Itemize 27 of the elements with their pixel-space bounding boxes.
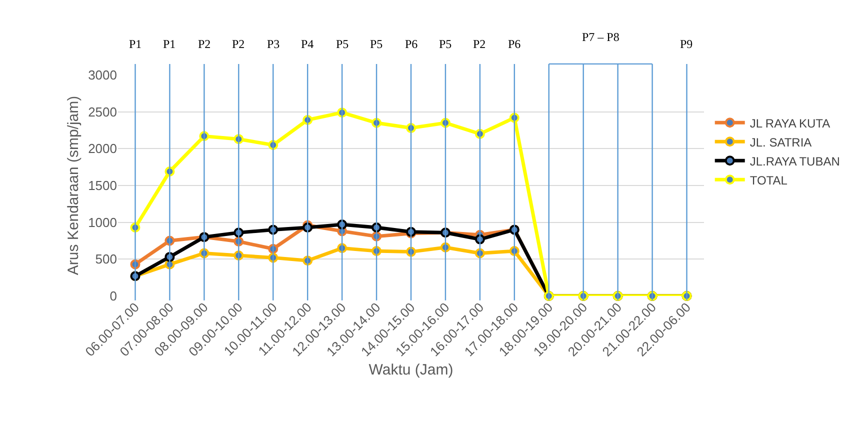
- ref-line-label: P2: [473, 37, 486, 51]
- x-axis-title: Waktu (Jam): [368, 361, 454, 378]
- text: P7 – P8: [582, 30, 620, 44]
- ref-line-label: P9: [680, 37, 693, 51]
- y-tick-label: 1500: [88, 178, 117, 194]
- y-axis-title: Arus Kendaraan (smp/jam): [65, 96, 82, 276]
- legend-label: JL.RAYA TUBAN: [750, 154, 840, 168]
- y-tick-label: 2500: [88, 104, 117, 120]
- y-tick-label: 500: [95, 252, 117, 267]
- ref-line-label: P2: [232, 37, 245, 51]
- legend-label: JL RAYA KUTA: [750, 116, 830, 130]
- legend-label: JL. SATRIA: [750, 135, 812, 150]
- ref-line-label: P5: [370, 37, 383, 51]
- y-tick-label: 3000: [88, 68, 117, 83]
- legend-label: TOTAL: [750, 173, 788, 188]
- ref-line-label: P6: [508, 37, 521, 51]
- ref-line-label: P5: [439, 37, 452, 51]
- ref-line-label: P3: [267, 37, 280, 51]
- y-tick-label: 2000: [88, 141, 117, 156]
- y-tick-label: 1000: [88, 214, 117, 230]
- y-tick-label: 0: [110, 288, 117, 304]
- ref-line-label: P6: [405, 37, 418, 51]
- ref-line-label: P1: [129, 37, 142, 51]
- ref-line-label: P4: [301, 37, 314, 51]
- ref-line-label: P2: [198, 37, 211, 51]
- ref-line-label: P1: [163, 37, 176, 51]
- ref-line-label: P5: [336, 37, 349, 51]
